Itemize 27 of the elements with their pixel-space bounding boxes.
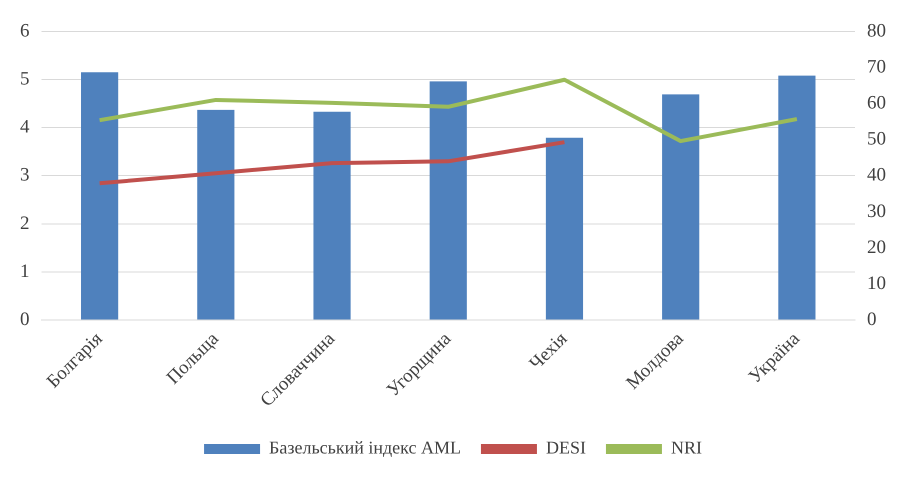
- y2-tick-label: 80: [867, 20, 886, 42]
- y2-tick-label: 20: [867, 236, 886, 258]
- y-tick-label: 5: [20, 68, 30, 90]
- bar: [546, 138, 584, 320]
- bar: [778, 76, 816, 320]
- y2-tick-label: 40: [867, 164, 886, 186]
- y-tick-label: 0: [20, 309, 30, 330]
- y2-tick-label: 30: [867, 200, 886, 222]
- y-tick-label: 3: [20, 164, 30, 186]
- y-tick-label: 4: [20, 116, 30, 138]
- y2-tick-label: 10: [867, 272, 886, 294]
- legend-label: Базельський індекс AML: [269, 438, 461, 458]
- y2-tick-label: 0: [867, 309, 876, 330]
- bar: [662, 94, 700, 320]
- bar: [430, 81, 467, 320]
- bar: [81, 72, 118, 320]
- x-tick-label: Чехія: [526, 328, 572, 374]
- bar: [313, 112, 351, 320]
- y2-tick-label: 60: [867, 92, 886, 114]
- y2-tick-label: 50: [867, 128, 886, 150]
- y2-tick-label: 70: [867, 56, 886, 78]
- y-tick-label: 2: [20, 212, 30, 234]
- legend-label: NRI: [670, 438, 702, 458]
- bar: [197, 110, 234, 320]
- y-tick-label: 6: [20, 20, 30, 42]
- legend-label: DESI: [546, 438, 586, 458]
- y-tick-label: 1: [20, 260, 30, 282]
